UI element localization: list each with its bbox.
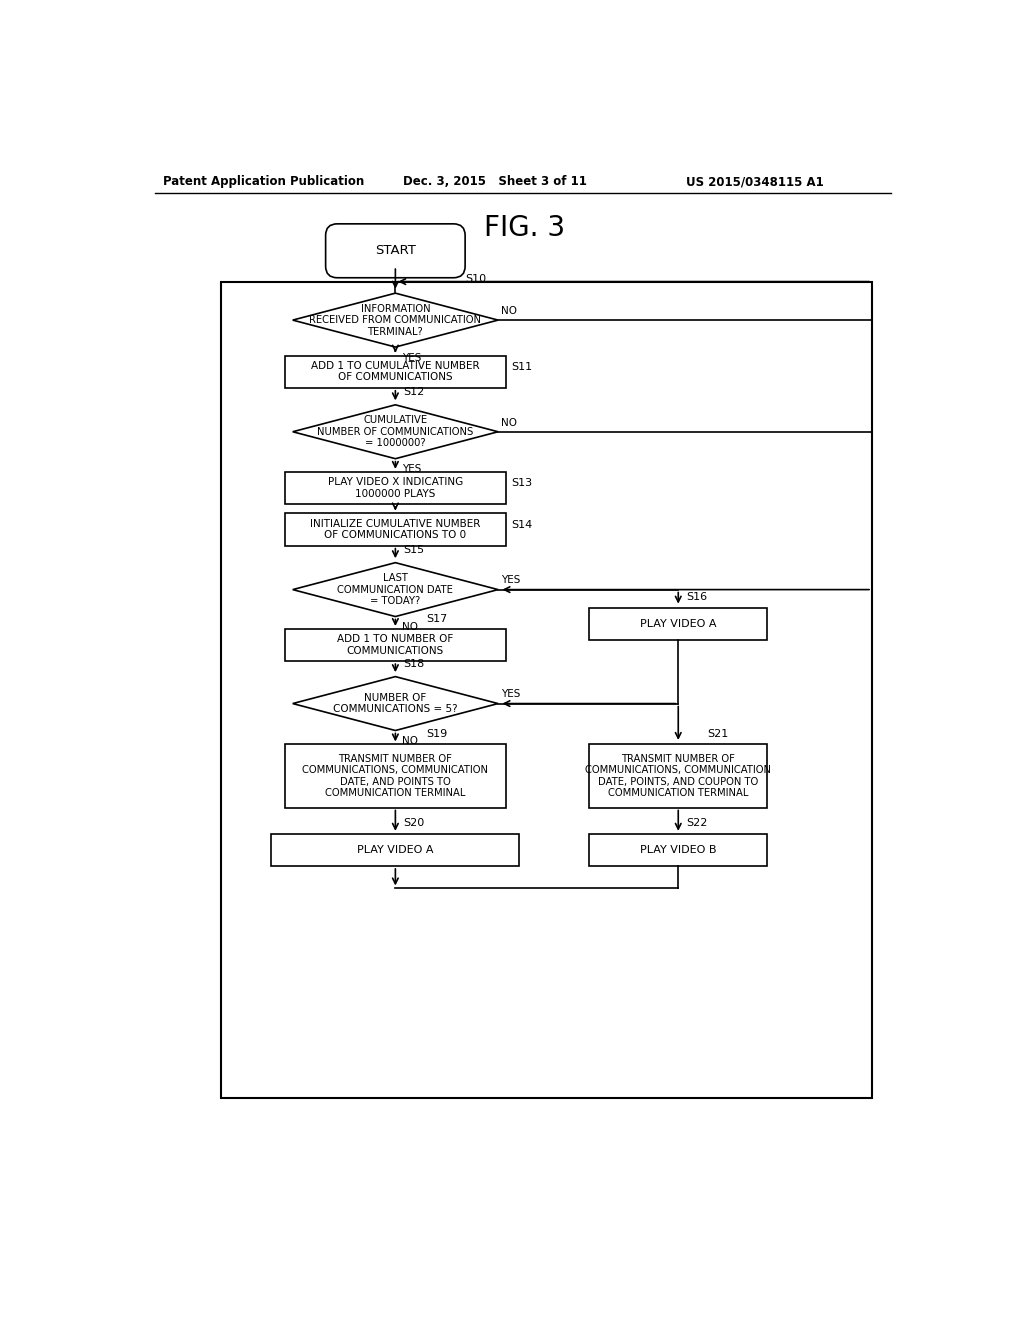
FancyBboxPatch shape — [589, 744, 767, 808]
Text: S11: S11 — [511, 362, 532, 372]
FancyBboxPatch shape — [326, 224, 465, 277]
Text: ADD 1 TO NUMBER OF
COMMUNICATIONS: ADD 1 TO NUMBER OF COMMUNICATIONS — [337, 634, 454, 656]
FancyBboxPatch shape — [285, 744, 506, 808]
Text: INITIALIZE CUMULATIVE NUMBER
OF COMMUNICATIONS TO 0: INITIALIZE CUMULATIVE NUMBER OF COMMUNIC… — [310, 519, 480, 540]
Polygon shape — [293, 562, 498, 616]
Text: US 2015/0348115 A1: US 2015/0348115 A1 — [686, 176, 823, 189]
Text: S21: S21 — [708, 730, 729, 739]
Text: CUMULATIVE
NUMBER OF COMMUNICATIONS
= 1000000?: CUMULATIVE NUMBER OF COMMUNICATIONS = 10… — [317, 416, 473, 449]
Text: S14: S14 — [511, 520, 532, 529]
FancyBboxPatch shape — [285, 628, 506, 661]
Text: S13: S13 — [511, 478, 532, 488]
Text: S17: S17 — [426, 614, 447, 624]
Text: LAST
COMMUNICATION DATE
= TODAY?: LAST COMMUNICATION DATE = TODAY? — [338, 573, 454, 606]
Text: NO: NO — [401, 737, 418, 746]
Text: S20: S20 — [403, 818, 424, 828]
Text: YES: YES — [401, 352, 421, 363]
FancyBboxPatch shape — [285, 471, 506, 504]
Text: PLAY VIDEO A: PLAY VIDEO A — [640, 619, 717, 630]
FancyBboxPatch shape — [285, 513, 506, 545]
Text: PLAY VIDEO A: PLAY VIDEO A — [357, 845, 433, 855]
Text: NO: NO — [501, 417, 517, 428]
Text: YES: YES — [501, 689, 520, 700]
Polygon shape — [293, 677, 498, 730]
Text: NO: NO — [401, 622, 418, 632]
Text: S12: S12 — [403, 387, 424, 397]
Text: YES: YES — [501, 576, 520, 585]
FancyBboxPatch shape — [589, 834, 767, 866]
Text: S15: S15 — [403, 545, 424, 554]
Text: Patent Application Publication: Patent Application Publication — [163, 176, 365, 189]
Text: TRANSMIT NUMBER OF
COMMUNICATIONS, COMMUNICATION
DATE, AND POINTS TO
COMMUNICATI: TRANSMIT NUMBER OF COMMUNICATIONS, COMMU… — [302, 754, 488, 799]
FancyBboxPatch shape — [271, 834, 519, 866]
Text: S19: S19 — [426, 730, 447, 739]
Text: S10: S10 — [465, 275, 486, 284]
Text: TRANSMIT NUMBER OF
COMMUNICATIONS, COMMUNICATION
DATE, POINTS, AND COUPON TO
COM: TRANSMIT NUMBER OF COMMUNICATIONS, COMMU… — [586, 754, 771, 799]
Text: PLAY VIDEO X INDICATING
1000000 PLAYS: PLAY VIDEO X INDICATING 1000000 PLAYS — [328, 477, 463, 499]
FancyBboxPatch shape — [589, 609, 767, 640]
Text: Dec. 3, 2015   Sheet 3 of 11: Dec. 3, 2015 Sheet 3 of 11 — [403, 176, 587, 189]
Polygon shape — [293, 405, 498, 459]
Text: FIG. 3: FIG. 3 — [484, 214, 565, 242]
Text: S22: S22 — [686, 818, 708, 828]
Text: S16: S16 — [686, 591, 708, 602]
Text: START: START — [375, 244, 416, 257]
FancyBboxPatch shape — [221, 281, 872, 1098]
Polygon shape — [293, 293, 498, 347]
Text: ADD 1 TO CUMULATIVE NUMBER
OF COMMUNICATIONS: ADD 1 TO CUMULATIVE NUMBER OF COMMUNICAT… — [311, 360, 479, 383]
Text: PLAY VIDEO B: PLAY VIDEO B — [640, 845, 717, 855]
Text: S18: S18 — [403, 659, 424, 668]
Text: YES: YES — [401, 465, 421, 474]
Text: INFORMATION
RECEIVED FROM COMMUNICATION
TERMINAL?: INFORMATION RECEIVED FROM COMMUNICATION … — [309, 304, 481, 337]
Text: NO: NO — [501, 306, 517, 315]
FancyBboxPatch shape — [285, 355, 506, 388]
Text: NUMBER OF
COMMUNICATIONS = 5?: NUMBER OF COMMUNICATIONS = 5? — [333, 693, 458, 714]
